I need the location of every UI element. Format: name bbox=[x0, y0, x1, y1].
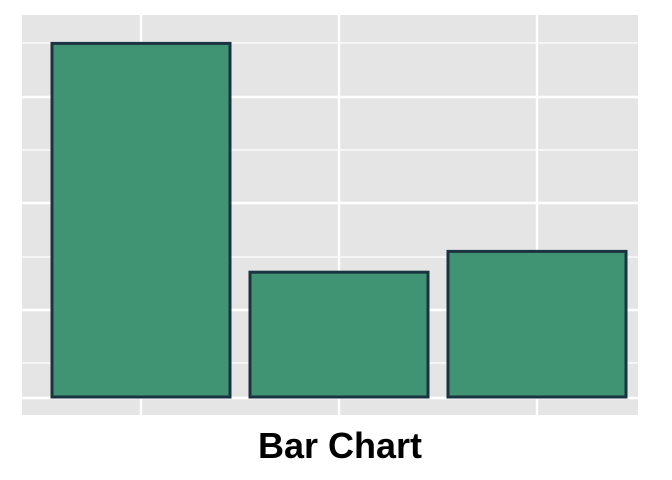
bars bbox=[50, 41, 628, 399]
chart-title: Bar Chart bbox=[258, 425, 422, 466]
bar-3 bbox=[446, 249, 628, 399]
bar-1 bbox=[50, 41, 232, 399]
bar-2 bbox=[248, 270, 430, 399]
